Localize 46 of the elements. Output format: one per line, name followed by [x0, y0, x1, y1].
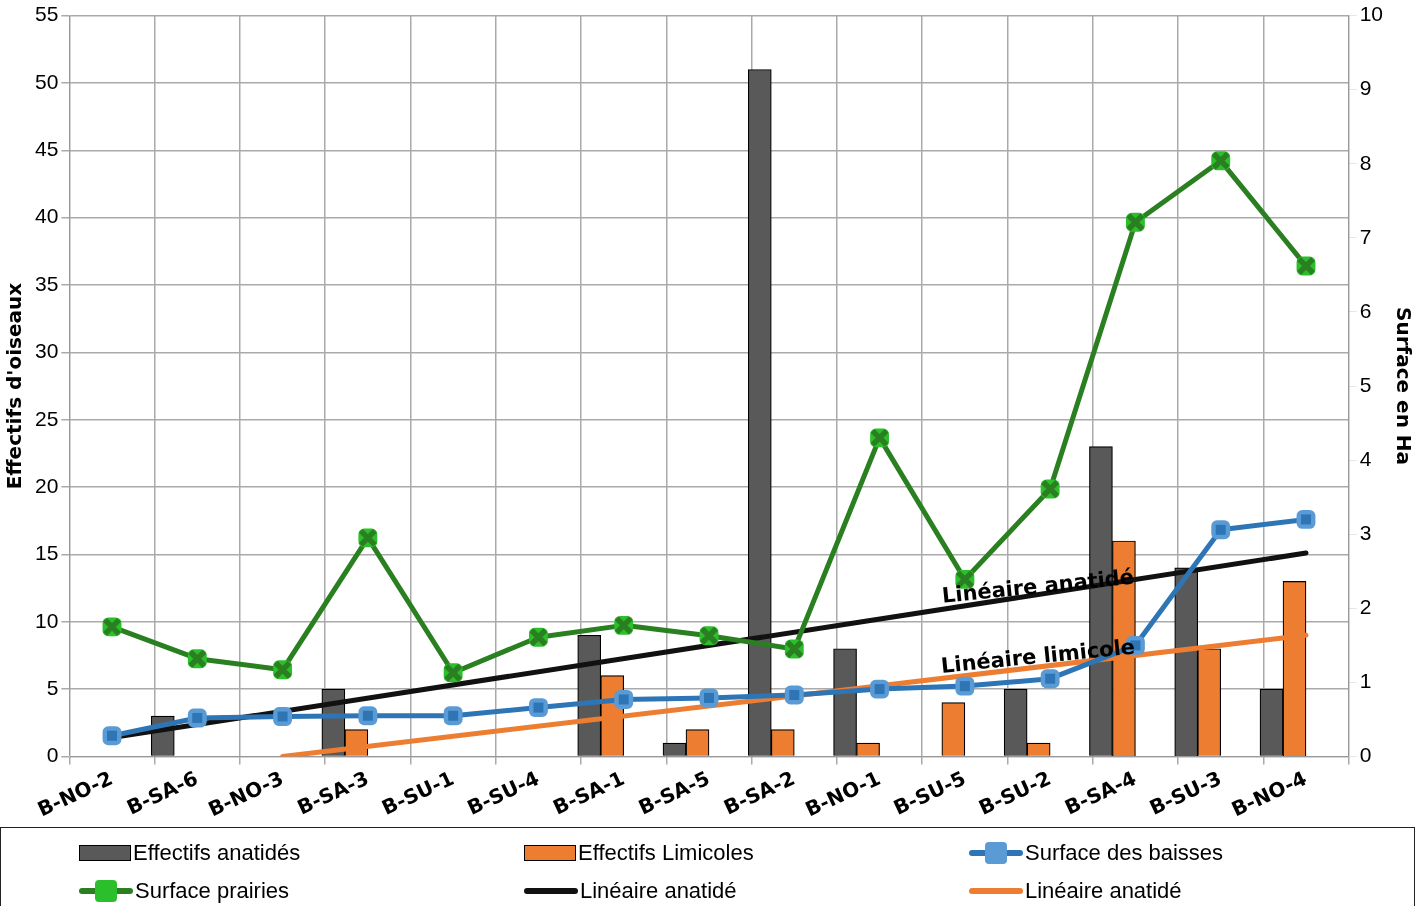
y2-tick-label: 1 — [1359, 669, 1372, 693]
y-tick-label: 15 — [35, 541, 59, 565]
legend-label: Effectifs Limicoles — [578, 840, 754, 866]
y2-tick-label: 3 — [1359, 521, 1372, 545]
point — [273, 707, 293, 726]
annotation: Linéaire limicole — [939, 634, 1136, 678]
y-tick-label: 25 — [35, 406, 59, 430]
y-tick-label: 50 — [35, 69, 59, 93]
y-tick-label: 35 — [35, 271, 59, 295]
point — [187, 708, 207, 728]
legend-label: Surface prairies — [135, 878, 290, 904]
point — [614, 690, 634, 709]
point — [358, 706, 378, 726]
y2-tick-label: 9 — [1359, 76, 1372, 100]
y2-axis-title: Surface en Ha — [1391, 307, 1416, 466]
y2-tick-label: 8 — [1359, 150, 1372, 174]
point — [443, 706, 463, 726]
legend-label: Linéaire anatidé — [1025, 878, 1182, 904]
y2-tick-label: 10 — [1359, 2, 1383, 26]
annotation: Linéaire anatidé — [940, 564, 1135, 608]
y-tick-label: 20 — [35, 473, 59, 497]
y2-tick-label: 4 — [1359, 446, 1372, 470]
y-tick-label: 10 — [35, 608, 59, 632]
y2-tick-label: 2 — [1359, 595, 1372, 619]
point — [784, 685, 804, 705]
legend-label: Surface des baisses — [1025, 840, 1224, 866]
y-axis-title: Effectifs d'oiseaux — [2, 282, 27, 490]
point — [1296, 509, 1316, 529]
legend-label: Effectifs anatidés — [133, 840, 301, 866]
point — [528, 698, 548, 718]
point — [1040, 669, 1060, 689]
y2-tick-label: 6 — [1359, 298, 1372, 322]
legend-label: Linéaire anatidé — [580, 878, 737, 904]
point — [870, 679, 890, 699]
y-tick-label: 30 — [35, 339, 59, 363]
point — [1211, 520, 1231, 540]
point — [955, 676, 975, 696]
y-tick-label: 40 — [35, 204, 59, 228]
y2-tick-label: 7 — [1359, 224, 1372, 248]
y2-tick-label: 0 — [1359, 743, 1372, 767]
y-tick-label: 0 — [46, 743, 59, 767]
y2-tick-label: 5 — [1359, 372, 1372, 396]
y-tick-label: 55 — [35, 2, 59, 26]
y-tick-label: 45 — [35, 137, 59, 161]
y-tick-label: 5 — [46, 675, 59, 699]
point — [699, 688, 719, 708]
